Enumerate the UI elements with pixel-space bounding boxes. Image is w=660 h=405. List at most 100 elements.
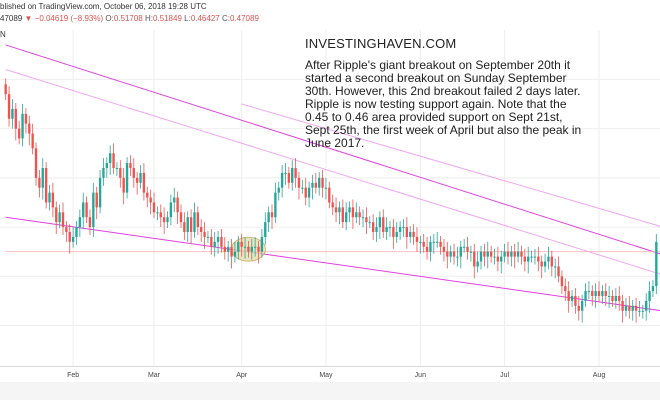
candle xyxy=(584,283,587,307)
candle-body xyxy=(324,187,328,189)
candle xyxy=(392,219,395,249)
candle xyxy=(183,212,186,240)
candle-body xyxy=(368,222,371,224)
candle xyxy=(307,181,311,208)
candle xyxy=(95,186,98,220)
candle-body xyxy=(530,256,533,258)
candle xyxy=(469,245,473,262)
candle xyxy=(152,192,156,219)
candle xyxy=(55,201,58,234)
candle xyxy=(442,238,446,262)
candle-body xyxy=(540,261,543,267)
candle xyxy=(159,204,162,228)
candle-body xyxy=(348,207,351,213)
candle xyxy=(378,211,382,239)
candle xyxy=(112,143,115,174)
candle-body xyxy=(31,133,34,149)
candle xyxy=(203,222,206,249)
candle xyxy=(385,217,388,240)
candle xyxy=(176,191,179,225)
candle xyxy=(280,165,284,198)
candle-body xyxy=(422,241,425,247)
candle-body xyxy=(456,256,459,258)
candle-body xyxy=(173,197,176,203)
candle xyxy=(277,181,280,201)
candle xyxy=(196,206,200,235)
candle xyxy=(358,206,361,226)
x-tick-label: Mar xyxy=(148,372,161,379)
candle xyxy=(132,158,135,188)
candle xyxy=(577,296,580,321)
candle-body xyxy=(216,236,220,242)
candle xyxy=(375,217,378,242)
candle xyxy=(220,229,223,253)
candle xyxy=(321,169,324,198)
candle xyxy=(550,250,553,277)
candle-body xyxy=(227,246,230,252)
candle-body xyxy=(375,227,378,232)
annotation-title: INVESTINGHAVEN.COM xyxy=(305,36,457,51)
candle-body xyxy=(92,192,95,228)
candle-body xyxy=(557,266,560,277)
candle-body xyxy=(304,187,307,198)
candle-body xyxy=(220,236,223,247)
candle xyxy=(493,248,496,265)
candle-body xyxy=(361,217,365,219)
candle xyxy=(476,251,479,273)
candle-body xyxy=(48,192,51,203)
candle xyxy=(344,202,348,231)
candle xyxy=(304,177,307,206)
candle-body xyxy=(166,217,169,223)
candle-body xyxy=(4,84,7,95)
x-tick-label: Aug xyxy=(593,372,606,379)
candle xyxy=(432,233,435,254)
candle xyxy=(189,209,193,244)
candle-body xyxy=(169,202,173,218)
candle-body xyxy=(597,291,601,296)
candle xyxy=(419,235,422,254)
candle-body xyxy=(318,177,321,188)
candle-body xyxy=(61,212,65,228)
candle xyxy=(274,182,277,224)
candle xyxy=(449,245,452,263)
candle xyxy=(230,238,233,269)
candle-body xyxy=(473,251,476,267)
candle-body xyxy=(594,291,597,296)
candle xyxy=(186,211,189,242)
candle-body xyxy=(334,207,338,213)
candle-body xyxy=(78,217,82,228)
candle xyxy=(405,217,409,249)
candle xyxy=(361,209,365,228)
candle xyxy=(267,206,270,232)
candle xyxy=(510,245,513,267)
candle-body xyxy=(365,217,368,223)
candle xyxy=(4,78,7,101)
candle xyxy=(200,219,203,242)
candle xyxy=(142,163,146,201)
candle xyxy=(227,240,230,262)
candle-body xyxy=(550,256,553,267)
candle-body xyxy=(388,227,392,229)
trendline xyxy=(5,44,660,255)
candle-body xyxy=(402,227,405,229)
candle-body xyxy=(55,207,58,223)
candle xyxy=(513,243,516,269)
candle xyxy=(31,123,34,155)
open-label: O: xyxy=(105,14,114,23)
candle xyxy=(422,233,425,253)
candle-body xyxy=(44,168,48,203)
candle xyxy=(402,219,405,237)
candle xyxy=(537,246,540,272)
candle-body xyxy=(405,227,409,237)
candle-body xyxy=(506,251,510,257)
candle xyxy=(425,236,429,260)
candle-body xyxy=(280,172,284,188)
candle-body xyxy=(358,212,361,218)
candle-body xyxy=(65,227,68,232)
candle-body xyxy=(527,256,530,262)
candle xyxy=(648,281,651,313)
candle-body xyxy=(200,227,203,232)
low-value: 0.46427 xyxy=(190,14,220,23)
candle-body xyxy=(260,236,264,252)
